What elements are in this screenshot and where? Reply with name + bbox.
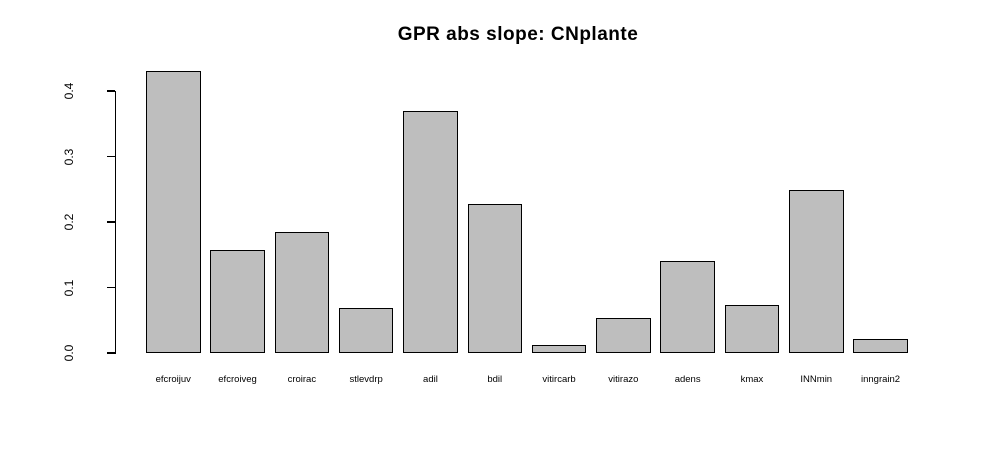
bar-adil [403,110,458,353]
y-tick [107,90,115,92]
bar-vitirazo [596,317,651,353]
y-tick-label: 0.1 [62,279,76,296]
bar-stlevdrp [338,308,394,353]
x-axis-label-vitirazo: vitirazo [608,374,639,385]
bar-efcroijuv [146,71,201,353]
bar-croirac [274,231,330,353]
x-axis-label-adens: adens [674,374,701,385]
bar-bdil [467,204,522,353]
bar-inngrain2 [853,339,908,353]
x-axis-label-adil: adil [423,374,438,385]
y-tick-label: 0.4 [62,82,76,100]
y-tick-label: 0.3 [62,148,76,165]
y-tick-label: 0.0 [62,344,76,362]
x-axis-label-vitircarb: vitircarb [542,374,576,385]
x-axis-label-croirac: croirac [287,374,317,385]
x-axis-label-efcroiveg: efcroiveg [218,374,257,385]
bar-efcroiveg [210,250,265,353]
bar-adens [660,260,715,353]
x-axis-label-inngrain2: inngrain2 [861,374,901,385]
x-axis-label-INNmin: INNmin [800,374,833,385]
bar-kmax [724,304,780,353]
y-tick-label: 0.2 [62,213,76,231]
bar-INNmin [789,189,844,353]
chart-title: GPR abs slope: CNplante [397,24,639,45]
y-tick [107,155,115,158]
x-axis-label-stlevdrp: stlevdrp [349,374,383,385]
x-axis-label-kmax: kmax [740,374,764,385]
y-tick [107,221,115,223]
x-axis-label-efcroijuv: efcroijuv [155,374,191,385]
x-axis-label-bdil: bdil [487,374,503,385]
y-tick [107,286,115,289]
y-axis-line [115,91,117,354]
bar-vitircarb [531,345,587,353]
y-tick [107,352,115,354]
